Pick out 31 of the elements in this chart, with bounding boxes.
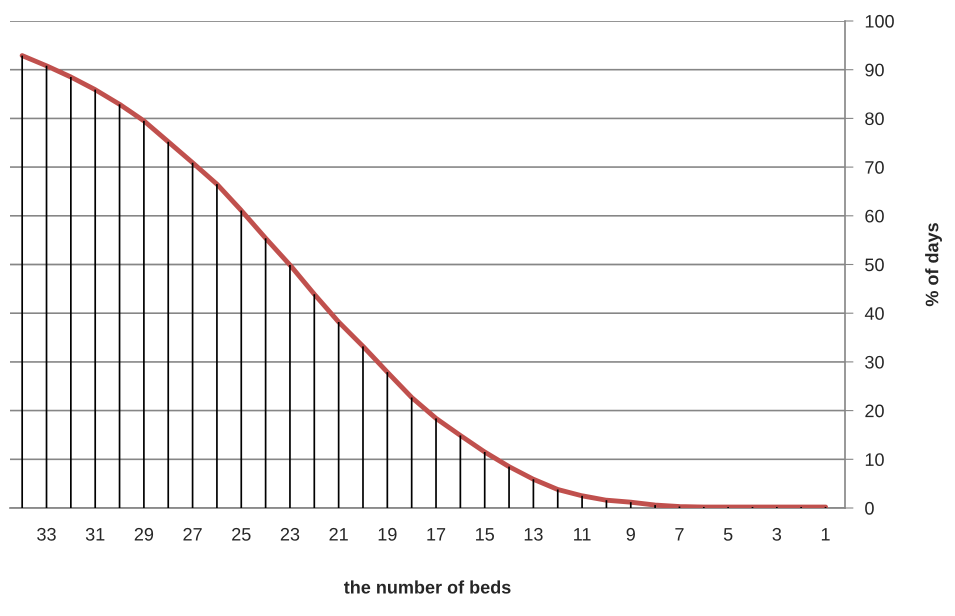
x-tick-label: 25 <box>232 528 251 541</box>
x-tick-label: 1 <box>822 528 830 541</box>
x-tick-label: 9 <box>626 528 635 541</box>
x-tick-label: 15 <box>476 528 494 541</box>
x-tick-label: 29 <box>134 528 154 541</box>
y-axis-title: % of days <box>925 223 942 306</box>
y-tick-label: 90 <box>865 64 884 76</box>
y-tick-label: 100 <box>866 14 894 28</box>
x-tick-label: 19 <box>378 528 397 541</box>
x-tick-label: 17 <box>427 528 446 541</box>
x-tick-label: 11 <box>574 528 591 541</box>
x-tick-label: 23 <box>280 528 300 541</box>
x-tick-label: 21 <box>330 528 348 541</box>
y-tick-label: 60 <box>865 210 884 223</box>
x-tick-label: 13 <box>524 528 543 541</box>
y-tick-label: 20 <box>865 404 884 418</box>
x-tick-label: 3 <box>772 528 782 541</box>
x-tick-label: 7 <box>675 528 684 541</box>
x-tick-label: 27 <box>183 528 202 541</box>
y-tick-label: 80 <box>865 112 884 126</box>
y-tick-label: 30 <box>865 356 884 369</box>
line-series <box>20 53 828 508</box>
y-tick-label: 40 <box>864 307 884 320</box>
y-tick-label: 0 <box>865 502 874 515</box>
y-tick-label: 10 <box>866 453 884 466</box>
x-tick-label: 5 <box>724 528 732 541</box>
x-axis-title: the number of beds <box>344 580 511 594</box>
y-tick-label: 50 <box>865 258 884 272</box>
y-tick-label: 70 <box>865 161 884 174</box>
x-tick-label: 31 <box>86 528 104 541</box>
x-tick-label: 33 <box>37 528 56 541</box>
